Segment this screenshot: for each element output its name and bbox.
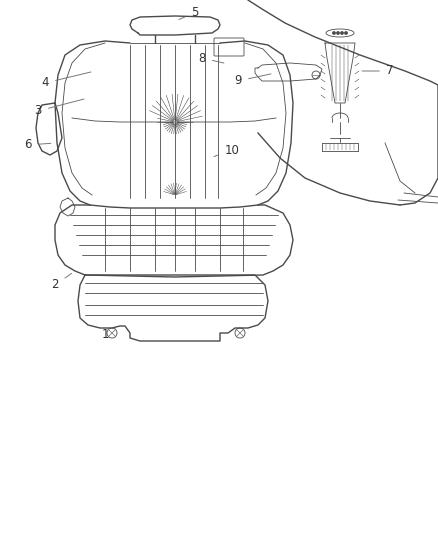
Text: 10: 10 xyxy=(214,143,240,157)
Text: 4: 4 xyxy=(41,72,91,90)
Text: 9: 9 xyxy=(234,74,271,87)
Circle shape xyxy=(333,32,335,34)
Text: 6: 6 xyxy=(24,139,51,151)
Text: 7: 7 xyxy=(362,64,394,77)
FancyBboxPatch shape xyxy=(214,38,244,56)
Text: 8: 8 xyxy=(198,52,224,64)
Text: 2: 2 xyxy=(51,273,71,292)
Text: 3: 3 xyxy=(34,99,84,117)
Text: 1: 1 xyxy=(101,328,115,342)
Circle shape xyxy=(345,32,347,34)
Circle shape xyxy=(337,32,339,34)
Text: 5: 5 xyxy=(179,6,199,20)
Circle shape xyxy=(341,32,343,34)
